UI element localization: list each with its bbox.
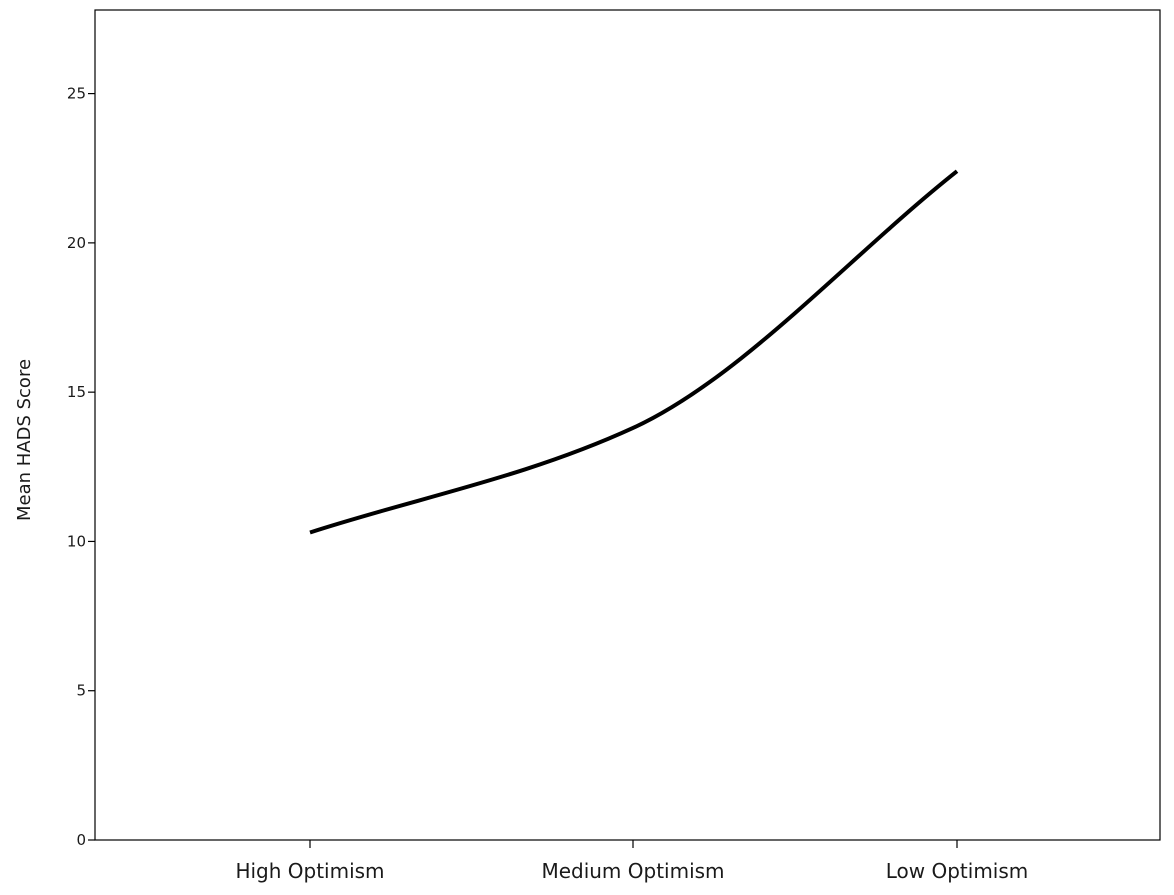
x-tick-label: Medium Optimism [541, 859, 724, 883]
y-axis-title: Mean HADS Score [14, 359, 35, 521]
y-tick-label: 5 [76, 682, 86, 700]
plot-frame [94, 9, 1161, 841]
x-tick-label: High Optimism [235, 859, 384, 883]
y-tick-label: 0 [76, 831, 86, 849]
y-tick-label: 25 [67, 85, 86, 103]
y-tick-label: 10 [67, 532, 86, 550]
y-tick-label: 20 [67, 234, 86, 252]
series-line [309, 169, 959, 535]
y-tick-label: 15 [67, 383, 86, 401]
x-tick-label: Low Optimism [886, 859, 1029, 883]
